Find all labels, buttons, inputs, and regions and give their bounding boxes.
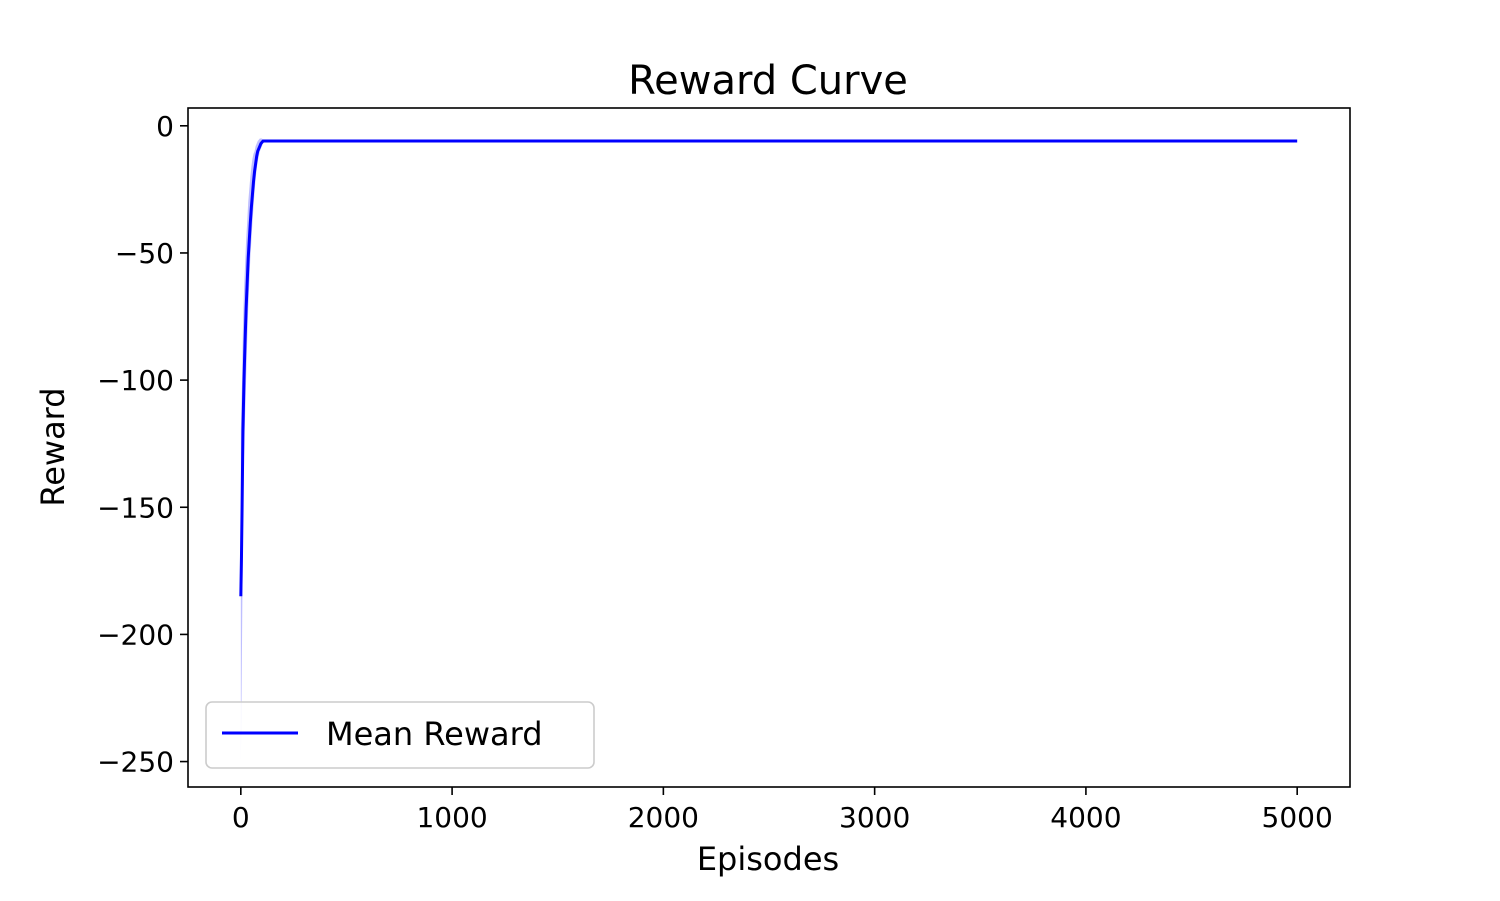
y-tick-label: −200 [97,618,174,651]
x-tick-label: 4000 [1050,801,1121,834]
series-line-mean-reward [239,139,1298,597]
x-axis-ticks: 0 1000 2000 3000 4000 5000 [232,787,1333,834]
x-axis-label: Episodes [697,840,839,878]
y-axis-label: Reward [34,387,72,506]
series-line-layer [239,139,1298,597]
x-tick-label: 0 [232,801,250,834]
y-tick-label: −250 [97,746,174,779]
legend-box [205,701,595,769]
plot-frame [187,107,1351,788]
y-tick-label: −100 [97,364,174,397]
legend-label-mean-reward: Mean Reward [326,715,543,753]
y-tick-label: 0 [156,110,174,143]
chart-title: Reward Curve [628,58,908,104]
x-tick-label: 5000 [1262,801,1333,834]
y-tick-label: −150 [97,491,174,524]
x-tick-label: 2000 [628,801,699,834]
x-tick-label: 1000 [416,801,487,834]
y-tick-label: −50 [115,237,174,270]
x-tick-label: 3000 [839,801,910,834]
legend: Mean Reward [205,701,595,769]
y-axis-ticks: 0 −50 −100 −150 −200 −250 [97,110,188,779]
